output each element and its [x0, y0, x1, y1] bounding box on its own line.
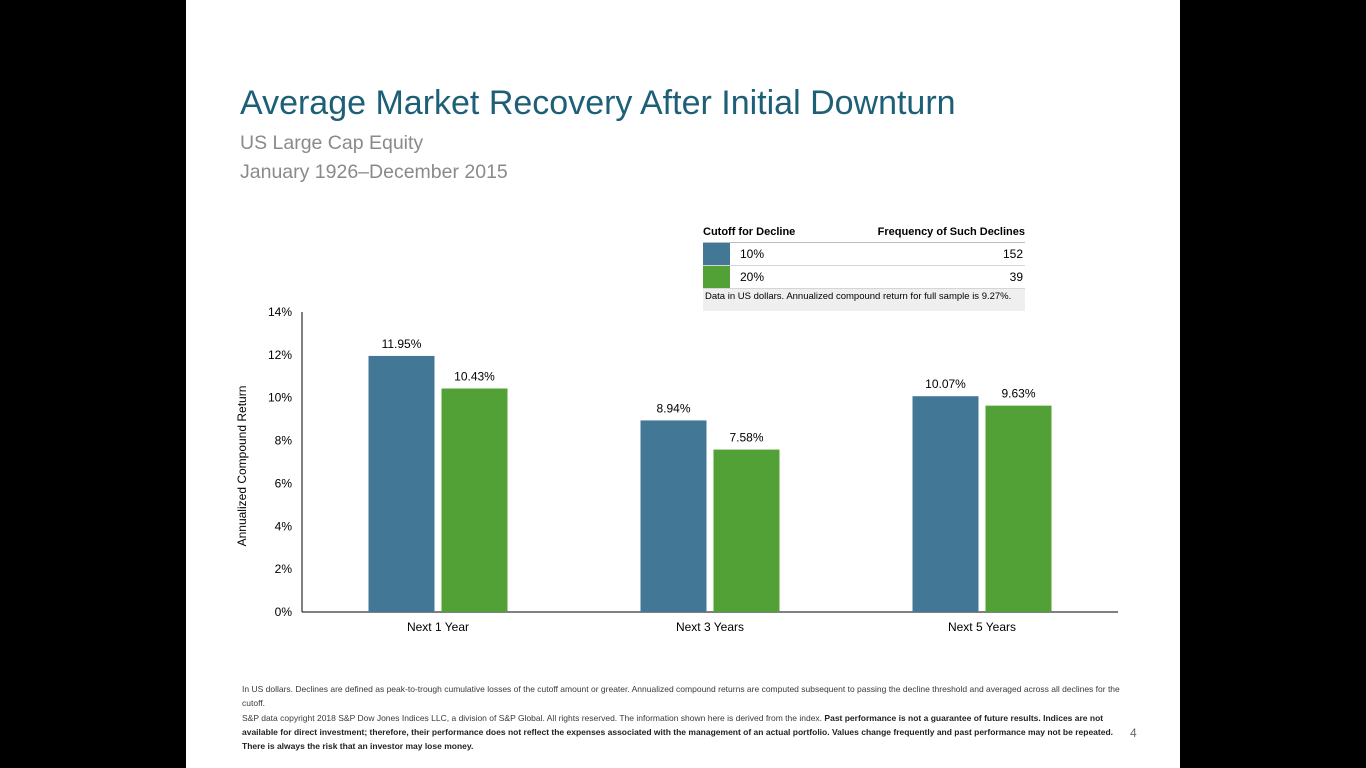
y-tick-label: 0% [275, 605, 293, 619]
data-label: 7.58% [729, 431, 763, 445]
footnote-copyright: S&P data copyright 2018 S&P Dow Jones In… [242, 712, 823, 723]
data-label: 10.07% [925, 377, 966, 391]
slide-title: Average Market Recovery After Initial Do… [240, 84, 956, 122]
x-tick-label: Next 5 Years [948, 620, 1016, 634]
legend-row-10: 10% 152 [703, 243, 1025, 266]
y-tick-label: 8% [275, 434, 293, 448]
y-tick-label: 12% [268, 348, 292, 362]
y-tick-label: 6% [275, 476, 293, 490]
x-tick-label: Next 3 Years [676, 620, 744, 634]
legend-swatch-20 [703, 266, 730, 288]
data-label: 10.43% [454, 370, 495, 384]
bar [985, 405, 1052, 612]
bar [912, 396, 979, 612]
footnote: In US dollars. Declines are defined as p… [242, 682, 1122, 753]
footnote-disclaimer: Past performance is not a guarantee of f… [242, 712, 1114, 752]
legend-label-20: 20% [740, 270, 765, 284]
footnote-line2: S&P data copyright 2018 S&P Dow Jones In… [242, 711, 1122, 754]
page-number: 4 [1130, 726, 1137, 740]
bar [441, 388, 508, 612]
bar [368, 355, 435, 612]
slide: Average Market Recovery After Initial Do… [186, 0, 1180, 768]
bar-chart: 0% 2% 4% 6% 8% 10% 12% 14% Annualized Compound R… [235, 305, 1118, 634]
y-tick-label: 2% [275, 562, 293, 576]
y-tick-label: 10% [268, 391, 292, 405]
bar [713, 449, 780, 612]
legend-count-20: 39 [1009, 270, 1023, 284]
legend-swatch-10 [703, 243, 730, 265]
legend-label-10: 10% [740, 247, 765, 261]
legend-row-20: 20% 39 [703, 266, 1025, 289]
bar [640, 420, 707, 612]
y-tick-label: 14% [268, 305, 292, 319]
legend-col1-header: Cutoff for Decline [703, 226, 796, 238]
legend-col2-header: Frequency of Such Declines [877, 226, 1025, 238]
legend-count-10: 152 [1002, 247, 1023, 261]
legend-header: Cutoff for Decline Frequency of Such Dec… [703, 222, 1025, 243]
x-tick-label: Next 1 Year [407, 620, 469, 634]
legend-table: Cutoff for Decline Frequency of Such Dec… [703, 222, 1025, 311]
data-label: 11.95% [382, 337, 422, 351]
data-label: 9.63% [1001, 387, 1035, 401]
y-tick-label: 4% [275, 519, 293, 533]
slide-date-range: January 1926–December 2015 [240, 161, 508, 183]
slide-subtitle: US Large Cap Equity [240, 132, 424, 154]
data-label: 8.94% [656, 401, 690, 415]
footnote-line1: In US dollars. Declines are defined as p… [242, 684, 1120, 709]
legend-note: Data in US dollars. Annualized compound … [703, 289, 1025, 311]
y-axis-label: Annualized Compound Return [235, 386, 249, 547]
